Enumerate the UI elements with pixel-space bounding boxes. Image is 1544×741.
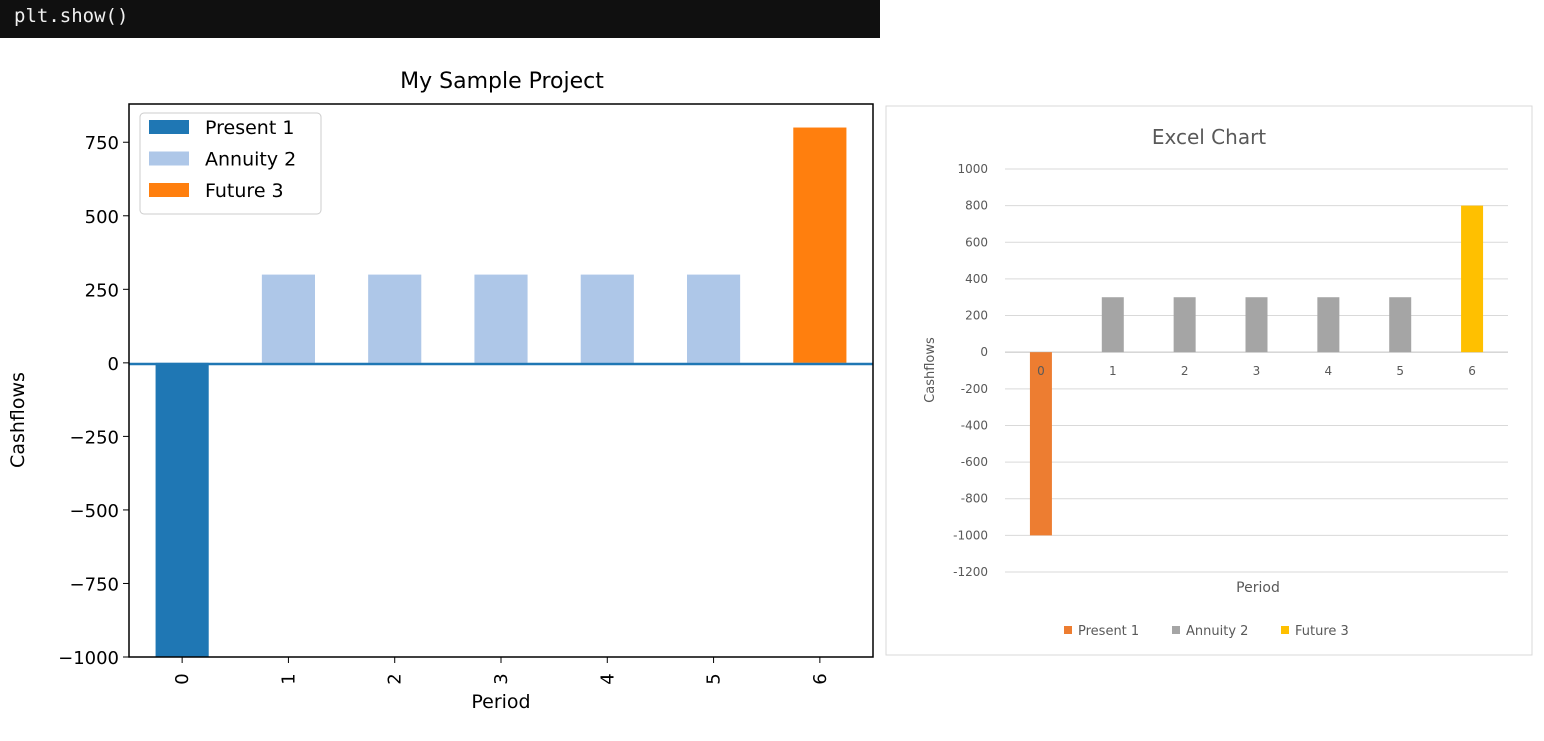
bar-present-1-0: [1029, 352, 1052, 536]
x-tick-label: 2: [385, 673, 406, 684]
chart-title: Excel Chart: [1152, 125, 1266, 149]
y-axis-label: Cashflows: [7, 372, 29, 468]
bar-annuity-2-4: [580, 274, 634, 363]
legend-swatch: [149, 120, 189, 134]
y-tick-label: -200: [961, 382, 988, 396]
bar-present-1-0: [155, 362, 209, 657]
x-axis-label: Period: [471, 691, 530, 713]
legend: Present 1 Annuity 2 Future 3: [139, 112, 322, 215]
y-tick-label: -1200: [953, 565, 988, 579]
x-tick-label: 6: [810, 673, 831, 684]
y-tick-label: 400: [965, 272, 988, 286]
x-tick-label: 5: [704, 673, 725, 684]
legend: Present 1 Annuity 2 Future 3: [1064, 624, 1349, 639]
excel-chart: Excel Chart -1200 -1000 -800 -600 -400 -200 0 2…: [885, 105, 1533, 656]
matplotlib-chart: My Sample Project −1000−750−500−25002505…: [7, 69, 874, 713]
y-tick-label: 0: [108, 354, 119, 375]
y-tick-label: 600: [965, 235, 988, 249]
y-tick-label: −250: [70, 427, 119, 448]
legend-swatch: [1281, 626, 1289, 634]
x-tick-label: 0: [1037, 364, 1045, 378]
chart-border: [885, 105, 1533, 656]
y-tick-label: 1000: [957, 162, 988, 176]
legend-label: Future 3: [1295, 624, 1349, 639]
bar-annuity-2-2: [1173, 297, 1196, 353]
x-tick-label: 1: [1109, 364, 1117, 378]
legend-label: Present 1: [1078, 624, 1139, 639]
x-tick-label: 4: [1325, 364, 1333, 378]
y-tick-label: −1000: [58, 648, 119, 669]
bar-annuity-2-3: [1245, 297, 1268, 353]
y-axis-label: Cashflows: [923, 337, 938, 403]
y-tick-label: 800: [965, 199, 988, 213]
bar-future-3-6: [1461, 205, 1484, 353]
y-tick-label: 0: [980, 345, 988, 359]
y-tick-label: -800: [961, 492, 988, 506]
y-tick-label: -1000: [953, 528, 988, 542]
x-axis-label: Period: [1236, 580, 1280, 596]
bar-annuity-2-2: [368, 274, 422, 363]
bar-annuity-2-5: [687, 274, 741, 363]
x-tick-label: 4: [597, 673, 618, 684]
legend-label: Annuity 2: [1186, 624, 1248, 639]
x-tick-label: 3: [1253, 364, 1261, 378]
x-tick-label: 6: [1468, 364, 1476, 378]
legend-label: Annuity 2: [205, 149, 296, 171]
legend-swatch: [149, 151, 189, 166]
y-tick-label: 200: [965, 309, 988, 323]
x-tick-label: 5: [1396, 364, 1404, 378]
legend-label: Present 1: [205, 117, 294, 139]
code-text: plt.show(): [14, 5, 129, 27]
y-tick-label: 500: [85, 207, 119, 228]
y-tick-label: -600: [961, 455, 988, 469]
legend-label: Future 3: [205, 180, 284, 202]
chart-title: My Sample Project: [400, 69, 604, 94]
bar-annuity-2-3: [474, 274, 528, 363]
bar-annuity-2-1: [1101, 297, 1124, 353]
y-tick-label: 750: [85, 133, 119, 154]
y-tick-label: −750: [70, 574, 119, 595]
x-tick-label: 3: [491, 673, 512, 684]
legend-swatch: [1172, 626, 1180, 634]
bar-future-3-6: [793, 127, 847, 363]
x-tick-label: 2: [1181, 364, 1189, 378]
x-tick-label: 0: [172, 673, 193, 684]
legend-swatch: [1064, 626, 1072, 634]
bar-annuity-2-4: [1317, 297, 1340, 353]
code-cell[interactable]: plt.show(): [0, 0, 880, 38]
y-tick-label: -400: [961, 418, 988, 432]
x-tick-label: 1: [278, 673, 299, 684]
bar-annuity-2-1: [261, 274, 315, 363]
y-tick-label: −500: [70, 501, 119, 522]
legend-swatch: [149, 183, 189, 197]
y-tick-label: 250: [85, 280, 119, 301]
bar-annuity-2-5: [1389, 297, 1412, 353]
